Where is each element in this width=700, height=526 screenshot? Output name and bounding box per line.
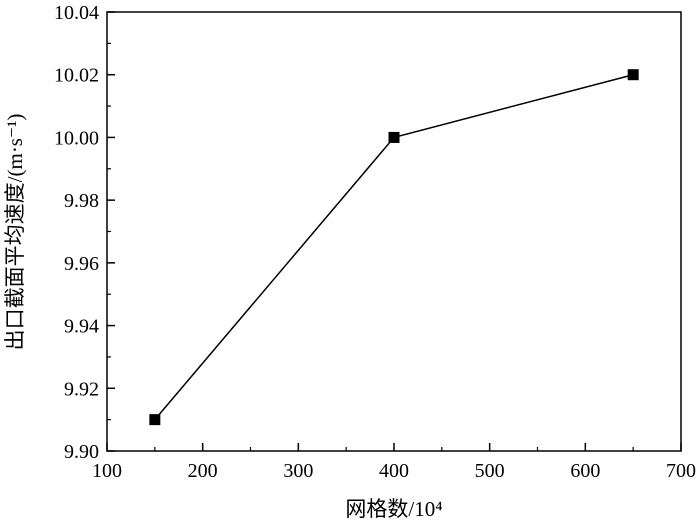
y-tick-label: 9.96: [64, 253, 99, 275]
x-tick-label: 500: [475, 460, 505, 482]
y-tick-label: 9.90: [64, 441, 99, 463]
y-axis-label: 出口截面平均速度/(m·s⁻¹): [3, 114, 27, 351]
y-axis-ticks: 9.90 9.92 9.94 9.96 9.98 10.00 10.02 10.04: [54, 2, 115, 463]
x-axis-label: 网格数/10⁴: [345, 497, 442, 521]
x-tick-label: 200: [188, 460, 218, 482]
y-tick-label: 10.02: [54, 65, 99, 87]
y-tick-label: 9.98: [64, 190, 99, 212]
y-tick-label: 9.94: [64, 316, 99, 338]
x-tick-label: 100: [92, 460, 122, 482]
series-layer: [149, 69, 639, 426]
x-tick-label: 300: [283, 460, 313, 482]
data-point-marker: [627, 69, 639, 81]
x-axis-ticks: 100 200 300 400 500 600 700: [92, 443, 696, 482]
data-point-marker: [149, 414, 161, 426]
x-tick-label: 600: [570, 460, 600, 482]
y-tick-label: 10.00: [54, 127, 99, 149]
x-tick-label: 400: [379, 460, 409, 482]
plot-frame: [106, 11, 682, 452]
series-line: [154, 73, 634, 421]
y-tick-label: 9.92: [64, 378, 99, 400]
y-tick-label: 10.04: [54, 2, 99, 24]
x-tick-label: 700: [666, 460, 696, 482]
data-point-marker: [388, 131, 400, 143]
